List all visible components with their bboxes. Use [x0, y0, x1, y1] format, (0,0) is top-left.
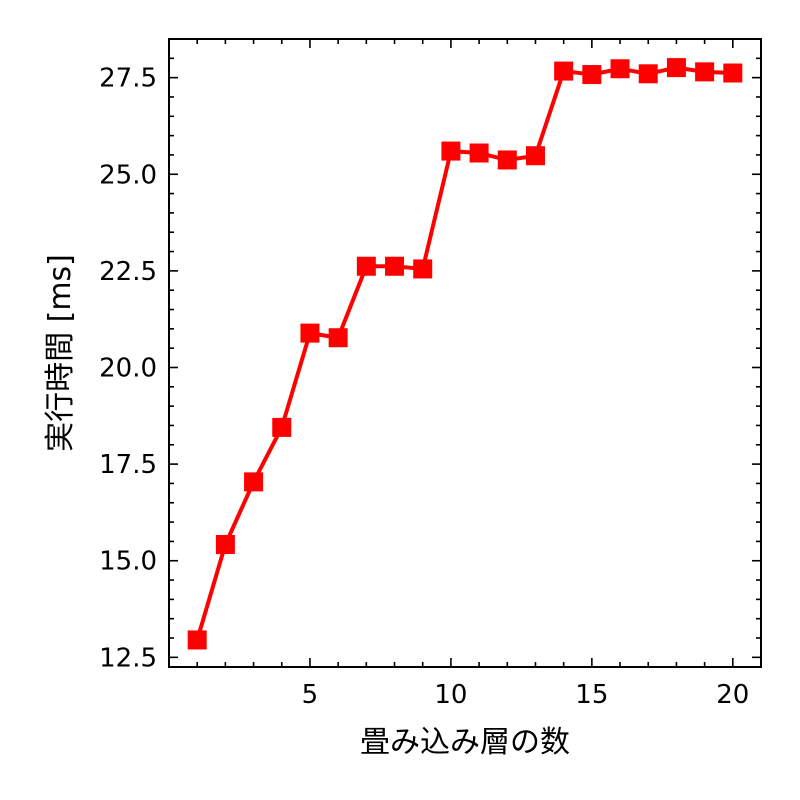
- data-point: [610, 59, 630, 79]
- x-tick-label: 15: [575, 680, 608, 710]
- tick-labels: 5 10 15 20 12.5 15.0 17.5 20.0 22.5 25.0 27.5: [99, 64, 749, 710]
- y-tick-label: 27.5: [99, 64, 157, 94]
- y-tick-label: 17.5: [99, 450, 157, 480]
- x-axis-title: 畳み込み層の数: [360, 725, 570, 760]
- series-line: [195, 65, 733, 641]
- x-tick-label: 20: [716, 680, 749, 710]
- data-point: [328, 328, 348, 348]
- series: [187, 58, 743, 650]
- data-point: [666, 58, 686, 78]
- data-point: [356, 256, 376, 276]
- y-tick-label: 25.0: [99, 160, 157, 190]
- data-point: [244, 472, 264, 492]
- y-tick-label: 15.0: [99, 547, 157, 577]
- data-point: [497, 150, 517, 170]
- ticks: [168, 38, 762, 667]
- x-tick-label: 5: [302, 680, 319, 710]
- y-tick-label: 22.5: [99, 257, 157, 287]
- data-point: [469, 143, 489, 163]
- data-point: [300, 323, 320, 343]
- data-point: [695, 62, 715, 82]
- data-point: [582, 65, 602, 85]
- data-point: [413, 259, 433, 279]
- x-tick-label: 10: [434, 680, 467, 710]
- y-tick-label: 20.0: [99, 353, 157, 383]
- data-point: [187, 630, 207, 650]
- data-point: [215, 534, 235, 554]
- plot-frame: [168, 38, 762, 668]
- data-point: [525, 146, 545, 166]
- data-point: [638, 64, 658, 84]
- data-point: [272, 417, 292, 437]
- y-axis-title: 実行時間 [ms]: [43, 254, 78, 452]
- y-tick-label: 12.5: [99, 643, 157, 673]
- data-point: [441, 141, 461, 161]
- data-point: [723, 63, 743, 83]
- data-point: [554, 61, 574, 81]
- data-point: [385, 256, 405, 276]
